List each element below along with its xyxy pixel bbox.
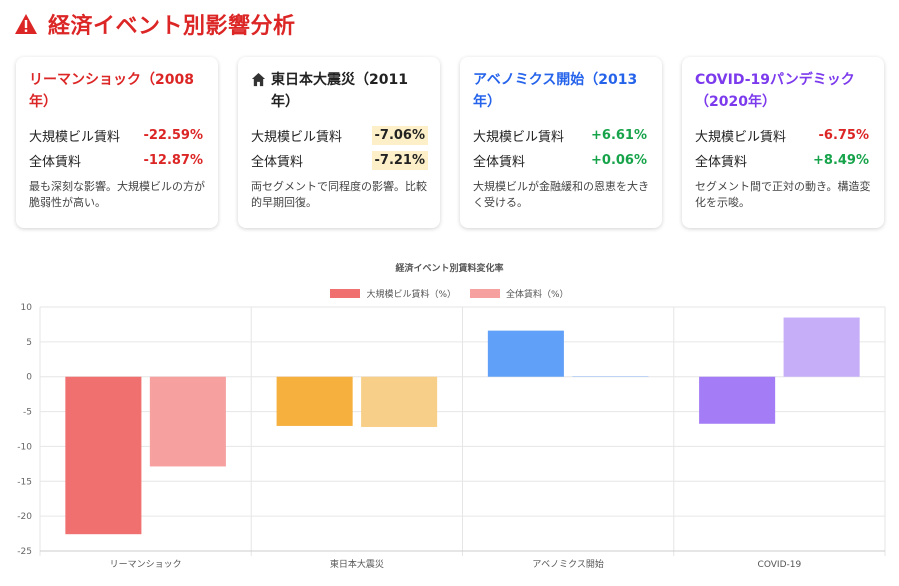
metric-value: -7.06% [371,126,428,145]
card-title-text: リーマンショック（2008年） [29,72,194,110]
y-tick-label: 0 [26,373,32,383]
metric-value: -7.21% [371,151,428,170]
metric-value: -22.59% [143,128,203,143]
bar-large-building [699,376,776,424]
x-tick-label: 東日本大震災 [330,558,384,570]
metric-value: +6.61% [591,128,647,143]
metric-row: 全体賃料 +8.49% [695,148,872,173]
bar-overall [572,376,649,377]
y-tick-label: -5 [23,408,32,418]
chart-container: 経済イベント別賃料変化率 大規模ビル賃料（%） 全体賃料（%） 10 5 0 -5 -10… [0,240,899,586]
card-description: 最も深刻な影響。大規模ビルの方が脆弱性が高い。 [29,180,205,209]
y-tick-label: 5 [26,338,32,348]
metric-row: 大規模ビル賃料 +6.61% [473,123,650,148]
bar-overall [149,376,226,467]
card-title-text: 東日本大震災（2011年） [271,72,408,110]
event-card: リーマンショック（2008年） 大規模ビル賃料 -22.59% 全体賃料 -12.87%… [16,57,218,228]
card-description: 両セグメントで同程度の影響。比較的早期回復。 [251,180,427,209]
card-title: COVID-19パンデミック（2020年） [695,69,872,115]
metric-value: +0.06% [591,153,647,168]
metric-label: 大規模ビル賃料 [473,130,565,145]
chart-legend: 大規模ビル賃料（%） 全体賃料（%） [0,287,899,300]
legend-label: 全体賃料（%） [506,290,569,300]
bar-chart: 10 5 0 -5 -10 -15 -20 -25 リーマンショック 東日本大震災 アベノミクス開始… [17,303,886,570]
page-header: 経済イベント別影響分析 [14,8,296,40]
y-tick-label: -25 [17,547,32,557]
metric-label: 大規模ビル賃料 [29,130,121,145]
metric-label: 全体賃料 [251,155,304,170]
y-tick-label: -15 [17,477,32,487]
metric-label: 大規模ビル賃料 [695,130,787,145]
metric-row: 大規模ビル賃料 -7.06% [251,123,428,148]
y-tick-label: -20 [17,512,32,522]
metric-label: 全体賃料 [29,155,82,170]
legend-swatch [470,289,500,298]
x-tick-label: アベノミクス開始 [532,558,604,570]
metric-row: 全体賃料 -12.87% [29,148,206,173]
card-title-text: アベノミクス開始（2013年） [473,72,638,110]
home-icon [251,72,266,87]
metric-label: 大規模ビル賃料 [251,130,343,145]
metric-row: 全体賃料 +0.06% [473,148,650,173]
metric-row: 大規模ビル賃料 -22.59% [29,123,206,148]
legend-swatch [330,289,361,298]
metric-row: 全体賃料 -7.21% [251,148,428,173]
bar-overall [783,317,860,377]
metric-label: 全体賃料 [695,155,748,170]
y-tick-label: -10 [17,442,32,452]
card-description: 大規模ビルが金融緩和の恩恵を大きく受ける。 [473,180,649,209]
page-title: 経済イベント別影響分析 [48,14,296,39]
card-title: 東日本大震災（2011年） [251,69,428,115]
bar-large-building [487,330,564,377]
card-title: アベノミクス開始（2013年） [473,69,650,115]
legend-label: 大規模ビル賃料（%） [366,290,456,300]
metric-value: +8.49% [813,153,869,168]
card-title: リーマンショック（2008年） [29,69,206,115]
event-card: 東日本大震災（2011年） 大規模ビル賃料 -7.06% 全体賃料 -7.21% 両セグメ… [238,57,440,228]
bar-overall [361,376,438,427]
metric-value: -12.87% [143,153,203,168]
event-card: COVID-19パンデミック（2020年） 大規模ビル賃料 -6.75% 全体賃料 +8… [682,57,884,228]
metric-row: 大規模ビル賃料 -6.75% [695,123,872,148]
x-tick-label: COVID-19 [758,560,802,570]
y-tick-label: 10 [21,303,33,313]
legend-item[interactable]: 大規模ビル賃料（%） [330,287,456,300]
event-card: アベノミクス開始（2013年） 大規模ビル賃料 +6.61% 全体賃料 +0.06% 大規… [460,57,662,228]
card-title-text: COVID-19パンデミック（2020年） [695,72,855,110]
warning-icon [15,14,37,34]
metric-label: 全体賃料 [473,155,526,170]
x-tick-label: リーマンショック [110,559,182,570]
event-cards: リーマンショック（2008年） 大規模ビル賃料 -22.59% 全体賃料 -12.87%… [16,57,885,228]
legend-item[interactable]: 全体賃料（%） [470,287,569,300]
bar-large-building [276,376,353,426]
chart-title: 経済イベント別賃料変化率 [395,264,504,274]
bar-large-building [65,376,142,535]
card-description: セグメント間で正対の動き。構造変化を示唆。 [695,180,871,209]
metric-value: -6.75% [818,128,870,143]
